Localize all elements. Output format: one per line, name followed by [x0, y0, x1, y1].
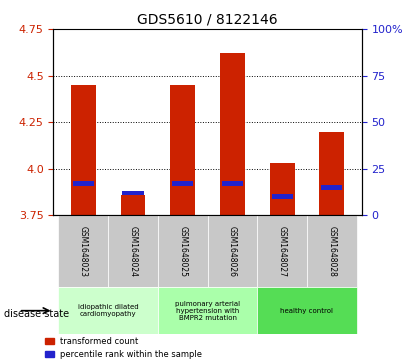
FancyBboxPatch shape [108, 215, 158, 287]
Bar [272, 195, 293, 199]
FancyBboxPatch shape [257, 287, 357, 334]
Bar [172, 182, 193, 186]
Bar [170, 85, 195, 215]
Bar [73, 182, 94, 186]
Bar [222, 182, 243, 186]
Text: pulmonary arterial
hypertension with
BMPR2 mutation: pulmonary arterial hypertension with BMP… [175, 301, 240, 321]
Bar [321, 185, 342, 190]
Title: GDS5610 / 8122146: GDS5610 / 8122146 [137, 12, 278, 26]
FancyBboxPatch shape [208, 215, 257, 287]
FancyBboxPatch shape [58, 287, 158, 334]
Text: GSM1648027: GSM1648027 [278, 226, 286, 277]
FancyBboxPatch shape [257, 215, 307, 287]
Text: GSM1648024: GSM1648024 [129, 226, 137, 277]
Bar [120, 195, 145, 215]
Bar [319, 131, 344, 215]
Text: GSM1648023: GSM1648023 [79, 226, 88, 277]
Bar [270, 163, 295, 215]
Text: disease state: disease state [4, 309, 69, 319]
FancyBboxPatch shape [158, 287, 257, 334]
Legend: transformed count, percentile rank within the sample: transformed count, percentile rank withi… [45, 337, 202, 359]
FancyBboxPatch shape [307, 215, 357, 287]
Text: GSM1648026: GSM1648026 [228, 226, 237, 277]
Bar [71, 85, 96, 215]
Bar [122, 191, 143, 195]
FancyBboxPatch shape [58, 215, 108, 287]
Text: GSM1648025: GSM1648025 [178, 226, 187, 277]
FancyBboxPatch shape [158, 215, 208, 287]
Bar [220, 53, 245, 215]
Text: idiopathic dilated
cardiomyopathy: idiopathic dilated cardiomyopathy [78, 304, 139, 317]
Text: GSM1648028: GSM1648028 [327, 226, 336, 277]
Text: healthy control: healthy control [280, 308, 333, 314]
